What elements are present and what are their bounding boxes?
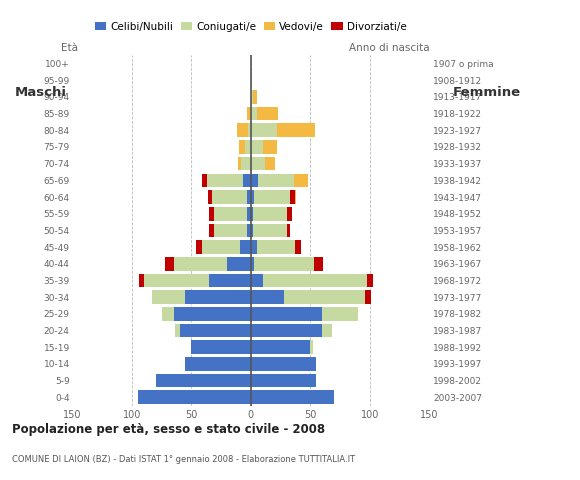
Bar [245,140,251,154]
Bar [251,290,284,304]
Bar [255,257,314,271]
Bar [214,224,247,237]
Bar [365,290,371,304]
Bar [212,190,247,204]
Bar [251,307,322,321]
Bar [227,257,251,271]
Bar [196,240,202,254]
Bar [173,307,251,321]
Bar [265,157,275,170]
Bar [290,190,296,204]
Bar [180,324,251,337]
Text: Popolazione per età, sesso e stato civile - 2008: Popolazione per età, sesso e stato civil… [12,423,325,436]
Bar [251,107,257,120]
Bar [165,257,173,271]
Bar [258,173,293,187]
Bar [367,274,374,288]
Bar [139,274,144,288]
Bar [255,190,290,204]
Bar [251,374,316,387]
Bar [239,140,245,154]
Bar [314,257,324,271]
Text: Anno di nascita: Anno di nascita [349,44,429,53]
Bar [251,157,265,170]
Text: Età: Età [60,44,78,53]
Bar [207,173,242,187]
Bar [263,140,277,154]
Text: Maschi: Maschi [14,86,67,99]
Bar [287,224,290,237]
Bar [202,240,240,254]
Bar [209,224,214,237]
Bar [214,207,247,220]
Bar [209,274,251,288]
Bar [175,324,180,337]
Bar [173,257,227,271]
Text: Femmine: Femmine [453,86,521,99]
Bar [251,324,322,337]
Bar [263,274,367,288]
Bar [251,340,310,354]
Bar [287,207,290,220]
Bar [240,240,251,254]
Bar [247,190,251,204]
Bar [186,357,251,371]
Bar [257,107,278,120]
Bar [253,207,287,220]
Bar [248,123,251,137]
Bar [251,90,253,104]
Bar [251,274,263,288]
Bar [209,207,214,220]
Bar [138,390,251,404]
Bar [209,190,212,204]
Bar [251,173,258,187]
Bar [251,123,277,137]
Bar [310,340,313,354]
Legend: Celibi/Nubili, Coniugati/e, Vedovi/e, Divorziati/e: Celibi/Nubili, Coniugati/e, Vedovi/e, Di… [95,22,407,32]
Bar [277,123,315,137]
Bar [322,307,358,321]
Bar [251,140,263,154]
Bar [251,207,253,220]
Bar [241,157,251,170]
Bar [247,224,251,237]
Bar [144,274,209,288]
Bar [238,157,241,170]
Bar [247,107,251,120]
Bar [293,173,308,187]
Bar [162,307,173,321]
Bar [251,190,255,204]
Bar [253,224,287,237]
Bar [251,390,334,404]
Bar [257,240,295,254]
Bar [253,90,257,104]
Bar [208,190,212,204]
Bar [284,290,365,304]
Bar [287,224,290,237]
Bar [295,240,301,254]
Bar [251,257,255,271]
Bar [202,173,207,187]
Bar [287,207,292,220]
Bar [322,324,332,337]
Bar [242,173,251,187]
Bar [205,173,207,187]
Bar [237,123,248,137]
Bar [247,207,251,220]
Bar [186,290,251,304]
Text: COMUNE DI LAION (BZ) - Dati ISTAT 1° gennaio 2008 - Elaborazione TUTTITALIA.IT: COMUNE DI LAION (BZ) - Dati ISTAT 1° gen… [12,455,355,464]
Bar [251,240,257,254]
Bar [251,357,316,371]
Bar [251,224,253,237]
Bar [152,290,186,304]
Bar [191,340,251,354]
Bar [155,374,251,387]
Bar [290,190,295,204]
